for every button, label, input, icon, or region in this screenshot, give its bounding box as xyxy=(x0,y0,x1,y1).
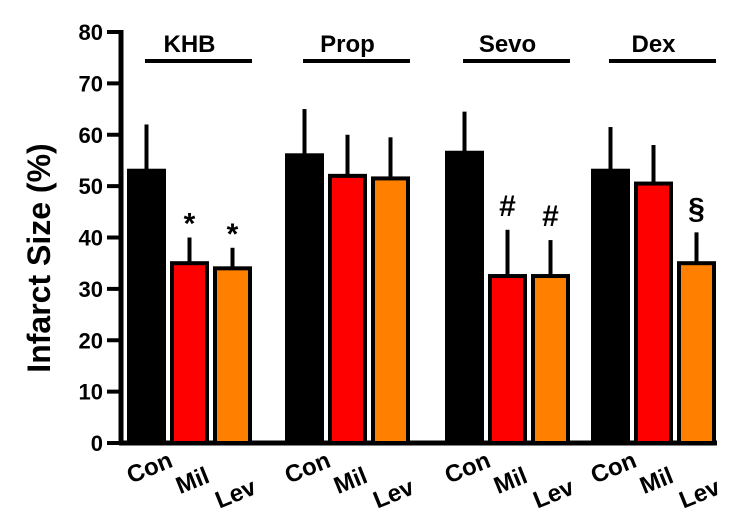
y-tick-label: 30 xyxy=(79,277,103,302)
bar xyxy=(591,168,630,445)
significance-mark: # xyxy=(499,190,516,223)
bar xyxy=(213,266,252,446)
x-tick-label: Mil xyxy=(330,462,371,500)
y-axis-label: Infarct Size (%) xyxy=(21,143,57,372)
bar xyxy=(371,176,410,445)
bar xyxy=(488,274,527,445)
y-tick-label: 60 xyxy=(79,123,103,148)
bar xyxy=(170,261,209,445)
x-tick-label: Lev xyxy=(529,474,578,515)
y-tick-label: 80 xyxy=(79,20,103,45)
bar xyxy=(127,168,166,445)
bar xyxy=(445,150,484,445)
x-tick-label: Con xyxy=(441,447,494,490)
x-tick-label: Con xyxy=(281,447,334,490)
group-label: Dex xyxy=(631,31,676,58)
x-tick-label: Con xyxy=(123,447,176,490)
bar xyxy=(328,173,367,445)
bar xyxy=(677,261,716,445)
significance-mark: * xyxy=(227,218,239,251)
significance-mark: § xyxy=(688,192,705,225)
y-tick-label: 10 xyxy=(79,380,103,405)
significance-mark: # xyxy=(542,200,559,233)
x-tick-label: Mil xyxy=(636,462,677,500)
group-labels: KHB Prop Sevo Dex xyxy=(145,31,716,63)
significance-mark: * xyxy=(184,208,196,241)
x-tick-label: Con xyxy=(587,447,640,490)
bar xyxy=(531,274,570,445)
y-tick-label: 70 xyxy=(79,71,103,96)
y-ticks: 0 10 20 30 40 50 60 70 80 xyxy=(79,20,121,456)
bar xyxy=(285,153,324,446)
bars: * * # # § xyxy=(127,109,716,446)
y-tick-label: 0 xyxy=(91,431,103,456)
x-tick-label: Mil xyxy=(490,462,531,500)
bar xyxy=(634,181,673,445)
x-tick-label: Lev xyxy=(675,474,724,515)
group-label: KHB xyxy=(164,31,216,58)
x-tick-label: Mil xyxy=(172,462,213,500)
group-label: Prop xyxy=(320,31,375,58)
y-tick-label: 50 xyxy=(79,174,103,199)
y-tick-label: 40 xyxy=(79,226,103,251)
group-label: Sevo xyxy=(479,31,536,58)
x-tick-label: Lev xyxy=(211,474,260,515)
y-tick-label: 20 xyxy=(79,328,103,353)
x-tick-label: Lev xyxy=(369,474,418,515)
